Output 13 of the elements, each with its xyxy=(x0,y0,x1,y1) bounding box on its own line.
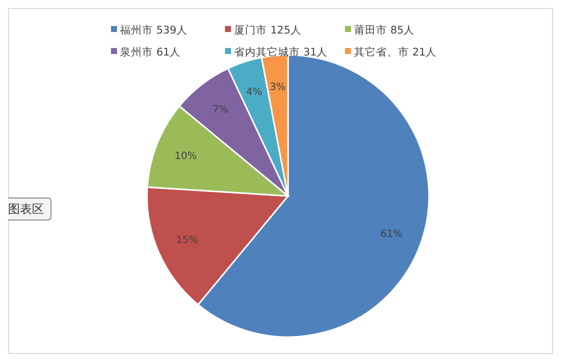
legend-label: 莆田市 85人 xyxy=(354,24,415,37)
data-label: 10% xyxy=(174,151,197,162)
legend-label: 厦门市 125人 xyxy=(234,24,302,37)
data-label: 4% xyxy=(246,86,262,98)
legend-label: 福州市 539人 xyxy=(120,24,188,37)
data-label: 15% xyxy=(176,235,198,246)
legend-label: 其它省、市 21人 xyxy=(354,46,437,59)
text: 图表区 xyxy=(8,202,44,216)
data-label: 61% xyxy=(380,228,403,240)
legend-label: 省内其它城市 31人 xyxy=(234,46,328,59)
data-label: 3% xyxy=(270,82,286,94)
legend-label: 泉州市 61人 xyxy=(120,46,181,59)
data-label: 7% xyxy=(212,104,229,116)
